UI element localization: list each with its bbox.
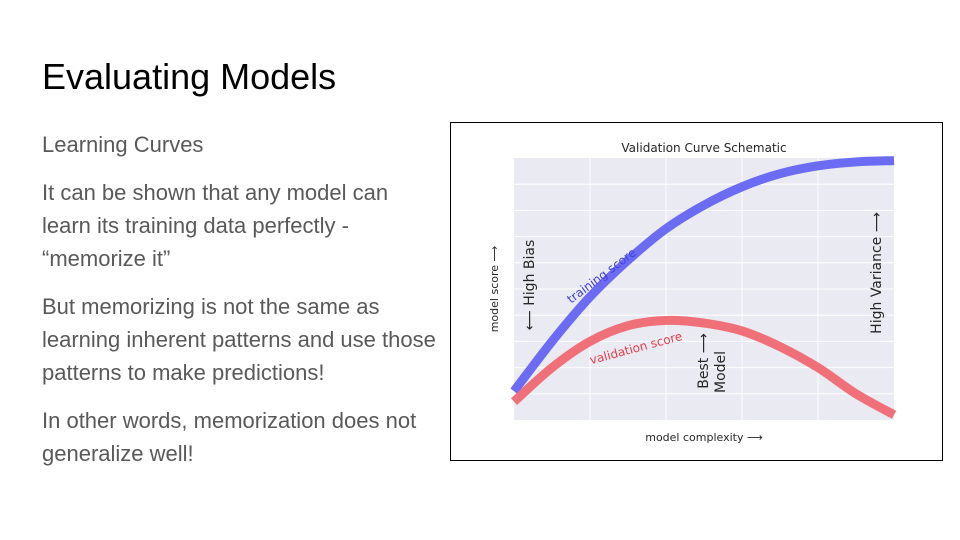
chart-title: Validation Curve Schematic [621,141,786,155]
slide-body: Learning Curves It can be shown that any… [42,128,437,485]
paragraph-memorize: It can be shown that any model can learn… [42,180,389,271]
annotation-high-variance: High Variance ⟶ [869,212,885,334]
annotation-high-bias: ⟵ High Bias [522,240,538,331]
series-line-training [510,156,895,394]
paragraph-patterns: But memorizing is not the same as learni… [42,294,436,385]
slide-title: Evaluating Models [42,56,337,97]
annotation-best-arrow: Best ⟶ [696,333,712,389]
y-axis-label: model score ⟶ [488,245,501,332]
paragraph-learning-curves: Learning Curves [42,132,204,157]
x-axis-label: model complexity ⟶ [645,431,763,444]
validation-curve-chart: Validation Curve Schematic model complex… [488,141,897,444]
annotation-model: Model [713,351,729,393]
paragraph-generalize: In other words, memorization does not ge… [42,408,417,466]
chart-frame: Validation Curve Schematic model complex… [450,122,943,461]
series-line-validation [510,315,897,419]
